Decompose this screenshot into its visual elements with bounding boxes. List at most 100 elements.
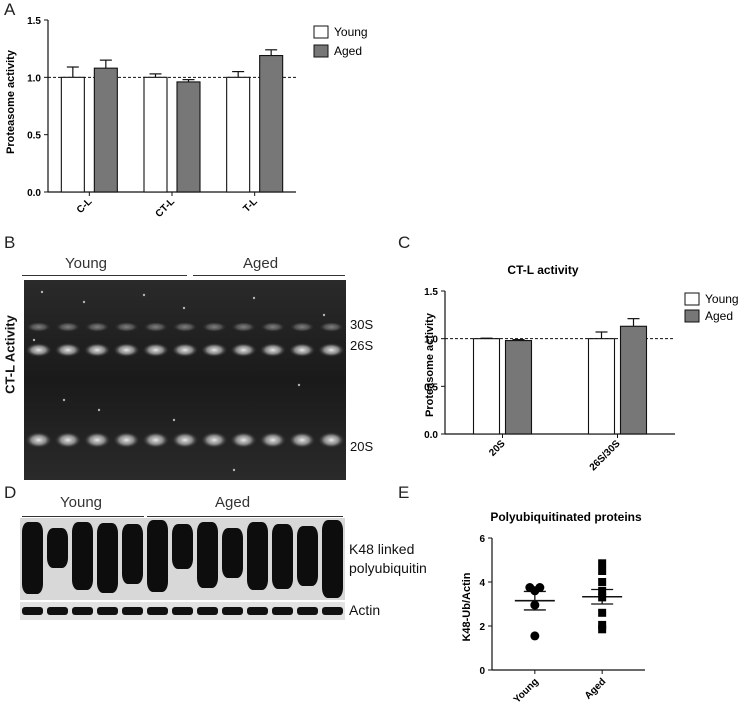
- chartA-ytick-label: 1.5: [27, 16, 41, 27]
- chart-e-ytick-label: 0: [479, 666, 485, 677]
- gel-speck: [97, 408, 101, 412]
- gel-band-20s: [113, 432, 140, 448]
- chartC-ytick-label: 1.0: [424, 335, 438, 346]
- chart-e-point-aged: [598, 625, 607, 634]
- gel-band-26s: [230, 343, 257, 357]
- chart-e-point-young: [530, 600, 540, 610]
- actin-band: [172, 607, 193, 615]
- chartC-xtick-label: 20S: [487, 438, 508, 459]
- blot-d-label-k48-line1: K48 linked: [349, 541, 415, 557]
- blot-lane: [122, 524, 143, 584]
- blot-lane: [247, 522, 268, 590]
- blot-d-group-aged: Aged: [215, 494, 251, 511]
- gel-band-20s: [25, 432, 52, 448]
- chartA-xtick-label: T-L: [241, 196, 259, 214]
- panel-letter-d: D: [4, 483, 17, 502]
- chartC-xtick-label: 26S/30S: [588, 438, 623, 473]
- blot-d-label-actin: Actin: [349, 602, 381, 618]
- blot-lane: [197, 522, 218, 588]
- legend-label-young: Young: [334, 25, 368, 39]
- chart-e-point-young: [530, 586, 540, 596]
- gel-b-group-aged: Aged: [243, 255, 279, 272]
- chart-e-point-aged: [598, 578, 607, 586]
- gel-band-26s: [259, 343, 286, 357]
- chart-e-point-young: [530, 631, 540, 641]
- gel-band-20s: [54, 432, 82, 448]
- gel-b-young-line: [22, 275, 187, 276]
- chart-c-title: CT-L activity: [507, 263, 578, 277]
- actin-band: [72, 607, 93, 615]
- gel-band-30s: [172, 322, 198, 332]
- gel-panel-b: Young Aged CT-L Activity 30S 26S 20S: [0, 255, 400, 485]
- gel-band-26s: [25, 343, 52, 357]
- gel-band-30s: [289, 322, 315, 332]
- gel-band-20s: [84, 432, 111, 448]
- gel-b-aged-line: [193, 275, 345, 276]
- chartA-xtick-label: C-L: [75, 196, 95, 216]
- chartA-bar-young: [143, 76, 168, 193]
- blot-lane: [22, 522, 43, 594]
- legend-swatch-aged: [313, 44, 329, 58]
- legend-swatch-young: [684, 292, 700, 306]
- chartC-ytick-label: 0.5: [424, 382, 438, 393]
- blot-lane: [272, 524, 293, 589]
- chart-e-point-aged: [598, 586, 607, 595]
- gel-speck: [40, 290, 44, 294]
- gel-band-26s: [142, 343, 169, 357]
- chart-e-ytick-label: 2: [479, 622, 485, 633]
- blot-d-actin-image: [20, 602, 345, 620]
- gel-band-30s: [260, 322, 286, 332]
- chart-e-title: Polyubiquitinated proteins: [490, 510, 642, 524]
- chart-e-ytick-label: 6: [479, 534, 485, 545]
- gel-band-20s: [318, 432, 345, 448]
- chartA-bar-aged: [259, 54, 284, 193]
- gel-speck: [232, 468, 236, 472]
- chart-e-point-aged: [598, 620, 607, 629]
- chart-a-ylabel: Proteasome activity: [5, 49, 17, 154]
- actin-band: [322, 607, 343, 615]
- gel-b-label-20s: 20S: [350, 439, 374, 454]
- actin-band: [297, 607, 318, 615]
- gel-band-26s: [318, 343, 345, 357]
- gel-band-26s: [288, 343, 316, 357]
- gel-b-label-30s: 30S: [350, 317, 374, 332]
- blot-lane: [147, 520, 168, 592]
- chart-e-xtick-label: Young: [512, 676, 541, 705]
- chart-c-ylabel: Proteasome activity: [424, 312, 436, 417]
- blot-lane: [222, 528, 243, 578]
- chart-e-ytick-label: 4: [479, 578, 485, 589]
- panel-letter-a: A: [4, 0, 16, 19]
- actin-band: [147, 607, 168, 615]
- blot-d-young-line: [22, 516, 144, 517]
- gel-speck: [182, 306, 186, 310]
- actin-band: [247, 607, 268, 615]
- legend-swatch-aged: [684, 309, 700, 323]
- chartA-ytick-label: 0.5: [27, 131, 41, 142]
- gel-speck: [172, 418, 176, 422]
- chartC-ytick-label: 1.5: [424, 287, 438, 298]
- gel-band-20s: [142, 432, 169, 448]
- gel-band-20s: [230, 432, 257, 448]
- gel-band-26s: [54, 343, 82, 357]
- chart-e-ylabel: K48-Ub/Actin: [461, 572, 473, 641]
- actin-band: [22, 607, 43, 615]
- gel-speck: [62, 398, 66, 402]
- gel-band-30s: [114, 322, 139, 332]
- chart-a: Proteasome activity 0.0 0.5 1.0 1.5 C-L CT-L…: [5, 16, 368, 220]
- blot-panel-d: Young Aged K48 linked polyubiquitin Acti…: [0, 490, 427, 620]
- chartA-bar-aged: [93, 67, 118, 193]
- gel-speck: [82, 300, 86, 304]
- chart-c: CT-L activity Proteasome activity 0.0 0.5…: [424, 263, 739, 473]
- actin-band: [222, 607, 243, 615]
- chartA-bar-young: [226, 76, 251, 193]
- chart-e-point-aged: [598, 593, 607, 602]
- gel-band-30s: [84, 322, 110, 332]
- legend-swatch-young: [313, 25, 329, 39]
- blot-lane: [172, 524, 193, 569]
- gel-b-label-26s: 26S: [350, 338, 374, 353]
- gel-band-30s: [231, 322, 256, 332]
- chart-c-legend: Young Aged: [684, 292, 739, 323]
- legend-label-aged: Aged: [334, 44, 362, 58]
- blot-lane: [297, 526, 318, 586]
- chartA-ytick-label: 0.0: [27, 188, 41, 199]
